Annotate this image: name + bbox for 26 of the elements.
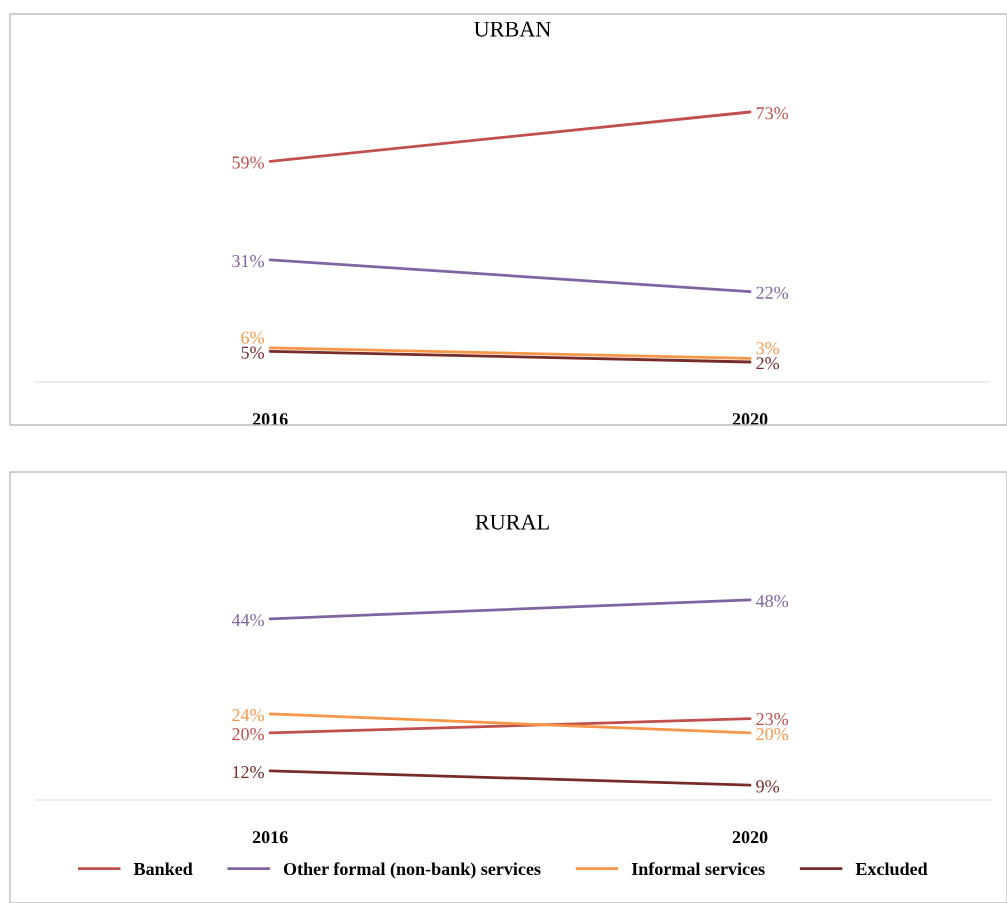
data-label: 3% — [756, 342, 780, 355]
legend-label: Other formal (non-bank) services — [283, 862, 541, 879]
data-label: 44% — [231, 613, 264, 627]
data-label: 73% — [756, 107, 789, 120]
chart-title: RURAL — [475, 514, 549, 530]
legend-label: Banked — [133, 862, 193, 876]
x-tick-label: 2020 — [732, 831, 768, 844]
chart-title: URBAN — [474, 21, 551, 37]
data-label: 6% — [241, 331, 264, 344]
data-label: 48% — [755, 594, 789, 608]
data-label: 20% — [756, 728, 789, 741]
data-label: 5% — [241, 346, 264, 359]
legend-label: Excluded — [855, 862, 928, 876]
x-tick-label: 2020 — [732, 413, 768, 426]
data-label: 2% — [756, 357, 780, 370]
data-label: 24% — [232, 709, 264, 722]
x-tick-label: 2016 — [252, 831, 288, 844]
data-label: 12% — [233, 766, 264, 779]
data-label: 20% — [232, 728, 264, 741]
data-label: 9% — [756, 780, 780, 793]
x-tick-label: 2016 — [252, 413, 288, 426]
data-label: 59% — [232, 156, 264, 169]
data-label: 31% — [232, 255, 264, 268]
data-label: 23% — [756, 713, 789, 726]
legend-label: Informal services — [631, 862, 765, 876]
data-label: 22% — [756, 286, 789, 299]
